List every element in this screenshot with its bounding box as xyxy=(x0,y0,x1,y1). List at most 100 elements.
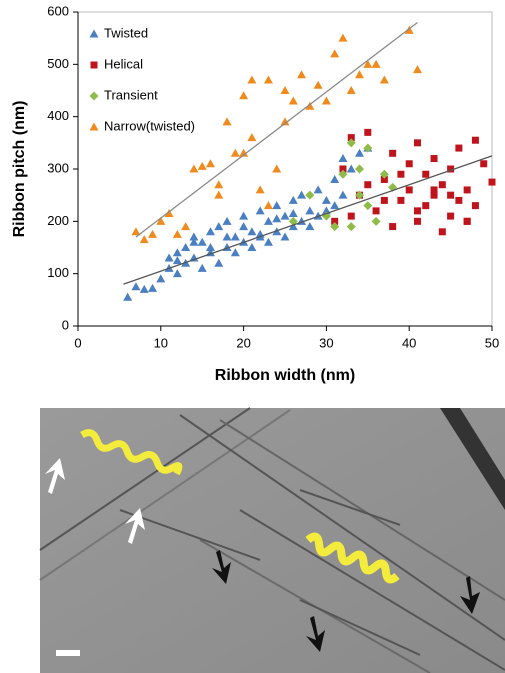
legend-marker xyxy=(89,91,99,101)
data-point xyxy=(389,149,397,157)
data-point xyxy=(139,284,149,293)
data-point xyxy=(412,65,422,74)
data-point xyxy=(280,211,290,220)
data-point xyxy=(239,222,249,231)
data-point xyxy=(297,70,307,79)
legend-label: Transient xyxy=(104,87,158,102)
data-point xyxy=(247,75,257,84)
data-point xyxy=(205,243,215,251)
data-point xyxy=(263,237,273,246)
trend-line xyxy=(123,155,493,285)
data-point xyxy=(222,232,232,241)
data-point xyxy=(288,96,298,105)
data-point xyxy=(355,164,365,174)
data-point xyxy=(164,253,174,262)
data-point xyxy=(330,49,340,58)
data-point xyxy=(363,59,373,68)
data-point xyxy=(197,161,207,170)
data-point xyxy=(288,195,298,204)
twisted-ribbon-drawing xyxy=(80,429,183,476)
data-point xyxy=(214,190,224,199)
y-tick-label: 300 xyxy=(47,160,69,175)
data-point xyxy=(371,59,381,68)
data-point xyxy=(313,80,323,89)
data-point xyxy=(280,86,290,94)
data-point xyxy=(389,223,397,231)
data-point xyxy=(272,201,282,210)
data-point xyxy=(263,216,273,225)
data-point xyxy=(338,154,348,163)
data-point xyxy=(305,206,315,215)
data-point xyxy=(413,217,421,225)
data-point xyxy=(313,185,323,194)
data-point xyxy=(447,212,455,220)
data-point xyxy=(355,190,365,200)
data-point xyxy=(347,212,355,220)
x-tick-label: 30 xyxy=(319,335,333,350)
data-point xyxy=(288,208,298,217)
data-point xyxy=(430,186,438,194)
data-point xyxy=(205,227,215,236)
x-tick-label: 20 xyxy=(236,335,250,350)
white-arrows xyxy=(45,458,145,544)
x-tick-label: 40 xyxy=(402,335,416,350)
legend-label: Narrow(twisted) xyxy=(104,118,195,133)
dark-edge xyxy=(440,408,505,510)
data-point xyxy=(255,206,265,215)
data-point xyxy=(405,186,413,194)
data-point xyxy=(330,174,340,183)
data-point xyxy=(321,96,331,105)
data-point xyxy=(397,196,405,204)
data-point xyxy=(263,75,273,84)
data-point xyxy=(455,196,463,204)
data-point xyxy=(148,229,158,238)
y-tick-label: 500 xyxy=(47,56,69,71)
data-point xyxy=(197,263,207,272)
data-point xyxy=(305,101,315,110)
legend-marker xyxy=(89,122,99,131)
data-point xyxy=(413,207,421,215)
data-point xyxy=(230,232,240,241)
legend-marker xyxy=(90,61,98,69)
ribbons xyxy=(39,407,505,673)
data-point xyxy=(331,217,339,225)
data-point xyxy=(371,216,381,226)
data-point xyxy=(247,243,257,251)
data-point xyxy=(288,222,298,231)
data-point xyxy=(438,228,446,236)
data-point xyxy=(156,216,166,225)
data-point xyxy=(430,155,438,163)
data-point xyxy=(463,217,471,225)
data-point xyxy=(364,128,372,136)
data-point xyxy=(355,148,365,157)
data-point xyxy=(272,214,282,223)
data-point xyxy=(181,243,191,251)
data-point xyxy=(305,190,315,200)
data-point xyxy=(205,159,215,168)
data-point xyxy=(172,269,182,278)
y-tick-label: 600 xyxy=(47,3,69,18)
trend-line xyxy=(135,21,418,238)
data-point xyxy=(172,248,182,257)
data-point xyxy=(346,138,356,148)
scale-bar xyxy=(56,650,80,656)
data-point xyxy=(189,237,199,246)
micrograph xyxy=(39,407,505,673)
data-point xyxy=(379,169,389,179)
data-point xyxy=(471,202,479,210)
data-point xyxy=(338,190,348,199)
data-point xyxy=(156,274,166,283)
data-point xyxy=(239,148,249,157)
y-tick-label: 100 xyxy=(47,265,69,280)
y-tick-label: 400 xyxy=(47,108,69,123)
helical-ribbon-drawing xyxy=(305,532,400,584)
data-point xyxy=(131,227,141,236)
data-point xyxy=(338,169,348,179)
data-point xyxy=(346,164,356,173)
data-point xyxy=(438,181,446,189)
data-point xyxy=(380,196,388,204)
data-point xyxy=(488,178,496,186)
chart: Ribbon width (nm) Ribbon pitch (nm) 0 10 2… xyxy=(11,3,499,384)
data-point xyxy=(455,144,463,152)
data-point xyxy=(139,235,149,244)
